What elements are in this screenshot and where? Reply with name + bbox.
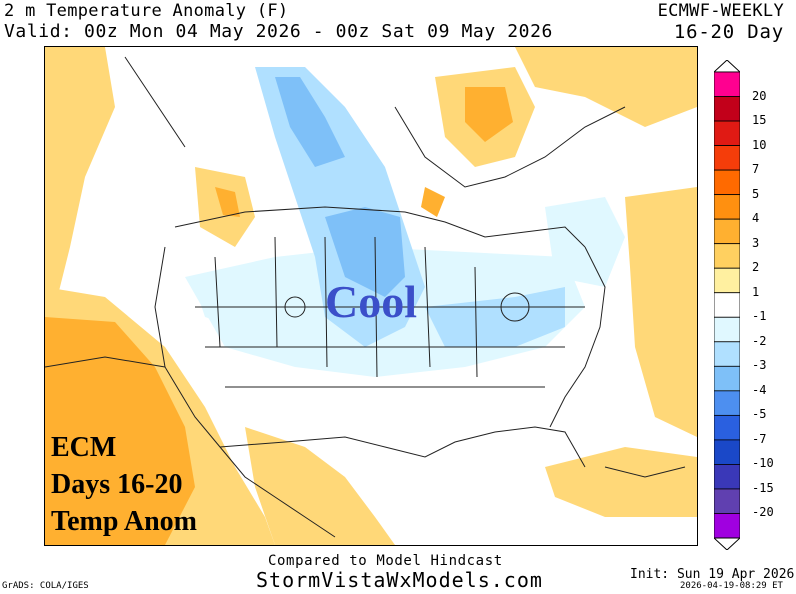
colorbar-tick-label: 1 — [752, 284, 760, 299]
colorbar-tick-label: -5 — [752, 407, 767, 422]
colorbar-bottom-arrow — [714, 537, 740, 550]
color-legend-bar — [714, 60, 740, 550]
colorbar-tick-label: 15 — [752, 113, 767, 128]
colorbar-swatch — [714, 243, 740, 269]
annotation-line-1: ECM — [51, 432, 117, 463]
anomaly-map: Cool ECM Days 16-20 Temp Anom — [44, 46, 698, 546]
colorbar-swatch — [714, 390, 740, 416]
colorbar-swatch — [714, 194, 740, 220]
colorbar-top-arrow — [714, 60, 740, 73]
map-canvas — [45, 47, 697, 545]
colorbar-tick-label: 20 — [752, 88, 767, 103]
colorbar-swatch — [714, 218, 740, 245]
colorbar-swatch — [714, 267, 740, 294]
colorbar-swatch — [714, 513, 740, 539]
cool-anomaly-label: Cool — [325, 276, 417, 327]
cool-anomaly-regions — [185, 67, 625, 377]
map-title: 2 m Temperature Anomaly (F) — [4, 1, 289, 21]
political-boundaries — [45, 56, 686, 538]
colorbar-tick-label: 2 — [752, 260, 760, 275]
colorbar-swatch — [714, 464, 740, 490]
colorbar-swatch — [714, 71, 740, 97]
colorbar-swatch — [714, 365, 740, 392]
colorbar-tick-label: -10 — [752, 456, 774, 471]
hindcast-note: Compared to Model Hindcast — [268, 553, 503, 569]
colorbar-tick-label: 7 — [752, 162, 760, 177]
render-timestamp: 2026-04-19-08:29 ET — [680, 581, 783, 591]
colorbar-tick-label: -7 — [752, 431, 767, 446]
colorbar-swatch — [714, 439, 740, 465]
colorbar-tick-label: -20 — [752, 505, 774, 520]
colorbar-tick-label: -1 — [752, 309, 767, 324]
colorbar-swatch — [714, 292, 740, 318]
colorbar-swatch — [714, 316, 740, 343]
model-name: ECMWF-WEEKLY — [657, 1, 784, 21]
grads-credit: GrADS: COLA/IGES — [2, 581, 89, 591]
init-time: Init: Sun 19 Apr 2026 — [630, 567, 795, 582]
colorbar-swatch — [714, 341, 740, 367]
valid-period-text: Valid: 00z Mon 04 May 2026 - 00z Sat 09 … — [4, 21, 553, 42]
colorbar-swatch — [714, 488, 740, 514]
colorbar-tick-label: -4 — [752, 382, 767, 397]
colorbar-swatch — [714, 120, 740, 146]
forecast-period: 16-20 Day — [673, 21, 784, 43]
colorbar-tick-label: -2 — [752, 333, 767, 348]
colorbar-tick-label: 10 — [752, 137, 767, 152]
annotation-line-3: Temp Anom — [51, 506, 198, 537]
colorbar-swatch — [714, 414, 740, 441]
colorbar-tick-label: -3 — [752, 358, 767, 373]
colorbar-tick-label: 3 — [752, 235, 760, 250]
colorbar-swatch — [714, 145, 740, 171]
colorbar-swatch — [714, 96, 740, 122]
colorbar-tick-label: 4 — [752, 211, 760, 226]
colorbar-swatch — [714, 169, 740, 196]
colorbar-tick-label: 5 — [752, 186, 760, 201]
site-credit: StormVistaWxModels.com — [256, 568, 543, 592]
annotation-line-2: Days 16-20 — [51, 469, 183, 500]
colorbar-tick-label: -15 — [752, 480, 774, 495]
